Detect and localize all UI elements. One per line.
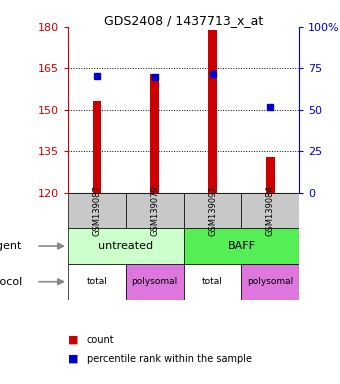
Bar [150, 74, 159, 193]
Text: BAFF: BAFF [227, 241, 255, 251]
Text: count: count [87, 335, 114, 345]
Text: total: total [86, 277, 107, 286]
Bar [126, 193, 184, 228]
Text: polysomal: polysomal [132, 277, 178, 286]
Text: ■: ■ [68, 335, 79, 345]
Bar [184, 264, 241, 300]
Text: percentile rank within the sample: percentile rank within the sample [87, 354, 252, 364]
Bar [68, 193, 126, 228]
Text: untreated: untreated [98, 241, 153, 251]
Bar [266, 157, 275, 193]
Text: ■: ■ [68, 354, 79, 364]
Text: protocol: protocol [0, 277, 22, 287]
Bar [241, 193, 299, 228]
Text: GSM139084: GSM139084 [266, 185, 275, 236]
Bar [184, 228, 299, 264]
Bar [208, 30, 217, 193]
Text: polysomal: polysomal [247, 277, 293, 286]
Text: GSM139079: GSM139079 [150, 185, 159, 236]
Bar [92, 101, 101, 193]
Bar [68, 264, 126, 300]
Text: GSM139091: GSM139091 [208, 185, 217, 236]
Bar [126, 264, 184, 300]
Bar [241, 264, 299, 300]
Title: GDS2408 / 1437713_x_at: GDS2408 / 1437713_x_at [104, 14, 263, 27]
Bar [184, 193, 241, 228]
Text: total: total [202, 277, 223, 286]
Text: agent: agent [0, 241, 22, 251]
Text: GSM139087: GSM139087 [92, 185, 101, 236]
Bar [68, 228, 184, 264]
